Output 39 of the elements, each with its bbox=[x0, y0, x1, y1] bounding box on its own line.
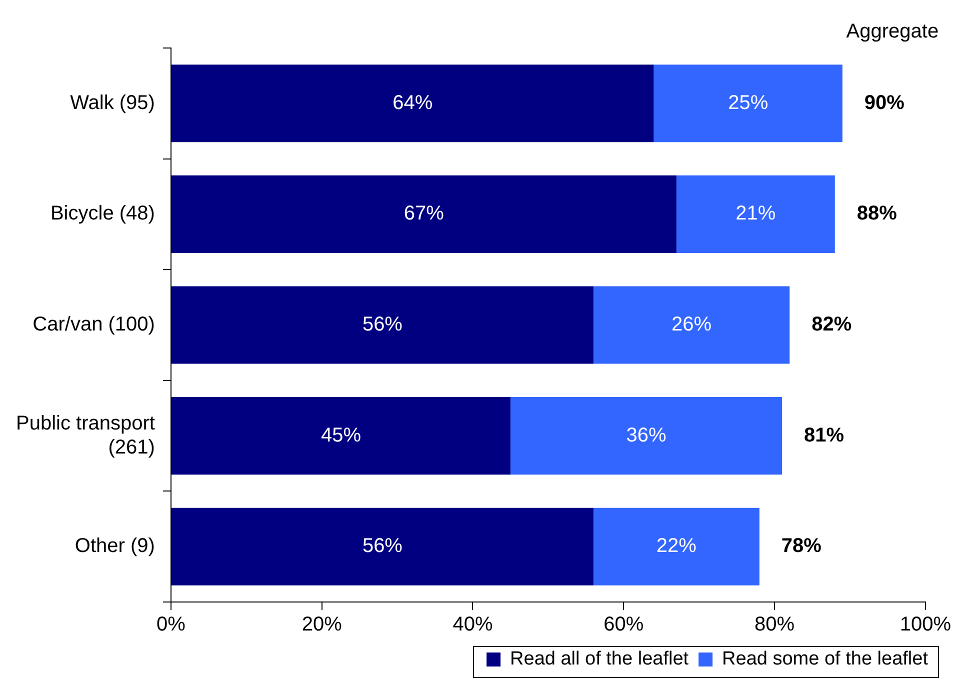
data-label: 45% bbox=[320, 424, 362, 446]
total-label: 88% bbox=[856, 202, 898, 225]
y-tick-label: Other (9) bbox=[74, 535, 155, 558]
bar bbox=[510, 397, 782, 475]
bar bbox=[654, 64, 842, 142]
legend-label: Read some of the leaflet bbox=[722, 648, 929, 670]
data-label: 64% bbox=[392, 92, 433, 114]
bar bbox=[171, 64, 654, 142]
bar bbox=[593, 286, 790, 364]
total-label: 82% bbox=[812, 314, 852, 336]
y-tick-label: Walk (95) bbox=[70, 92, 155, 114]
data-label: 36% bbox=[626, 424, 666, 446]
total-label: 81% bbox=[804, 424, 844, 446]
data-label: 26% bbox=[672, 314, 712, 336]
y-tick-label: Public transport (261) bbox=[16, 412, 156, 458]
bar bbox=[676, 175, 835, 253]
x-tick-label: 40% bbox=[452, 614, 493, 636]
bar bbox=[171, 175, 676, 253]
bar bbox=[593, 508, 760, 586]
data-label: 56% bbox=[362, 535, 403, 558]
x-tick-label: 0% bbox=[156, 614, 186, 636]
legend-label: Read all of the leaflet bbox=[510, 648, 690, 670]
total-label: 78% bbox=[781, 535, 822, 558]
bar bbox=[171, 508, 594, 586]
data-label: 25% bbox=[728, 92, 768, 114]
data-label: 67% bbox=[404, 202, 444, 225]
bar bbox=[171, 397, 510, 475]
x-tick-label: 100% bbox=[900, 614, 952, 636]
text: Aggregate bbox=[846, 20, 939, 43]
x-tick-label: 60% bbox=[604, 614, 644, 636]
total-label: 90% bbox=[864, 92, 905, 114]
x-tick-label: 20% bbox=[302, 614, 342, 636]
bar bbox=[171, 286, 594, 364]
data-label: 21% bbox=[736, 202, 776, 225]
y-tick-label: Bicycle (48) bbox=[50, 202, 155, 225]
x-tick-label: 80% bbox=[754, 614, 795, 636]
data-label: 22% bbox=[656, 535, 697, 558]
data-label: 56% bbox=[362, 314, 403, 336]
y-tick-label: Car/van (100) bbox=[32, 314, 155, 336]
